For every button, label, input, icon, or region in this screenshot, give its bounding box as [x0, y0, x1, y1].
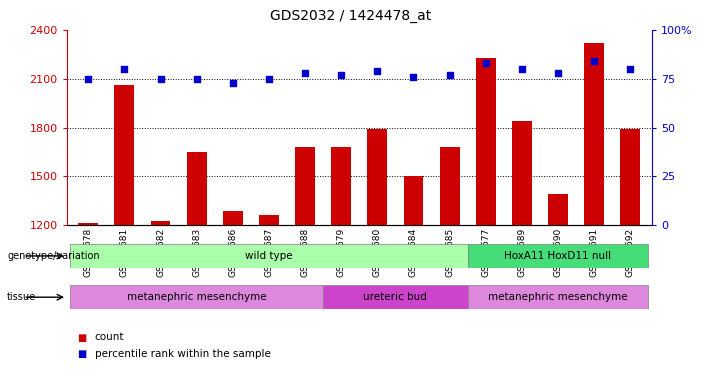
Bar — [114, 85, 135, 225]
Bar — [512, 121, 532, 225]
Bar — [79, 223, 98, 225]
Text: percentile rank within the sample: percentile rank within the sample — [95, 350, 271, 359]
Point — [118, 66, 130, 72]
Bar — [404, 176, 423, 225]
Point — [480, 60, 491, 66]
Bar — [186, 152, 207, 225]
Bar — [323, 285, 468, 309]
Text: genotype/variation: genotype/variation — [7, 251, 100, 261]
Text: HoxA11 HoxD11 null: HoxA11 HoxD11 null — [505, 251, 611, 261]
Bar — [440, 147, 460, 225]
Point — [589, 58, 600, 64]
Bar — [295, 147, 315, 225]
Bar — [223, 211, 243, 225]
Bar — [548, 194, 568, 225]
Text: metanephric mesenchyme: metanephric mesenchyme — [127, 292, 266, 302]
Text: tissue: tissue — [7, 292, 36, 302]
Text: ■: ■ — [77, 350, 86, 359]
Point — [552, 70, 564, 76]
Text: GDS2032 / 1424478_at: GDS2032 / 1424478_at — [270, 9, 431, 23]
Bar — [476, 58, 496, 225]
Bar — [70, 244, 468, 268]
Bar — [332, 147, 351, 225]
Point — [299, 70, 311, 76]
Text: wild type: wild type — [245, 251, 293, 261]
Bar — [468, 244, 648, 268]
Point — [264, 76, 275, 82]
Bar — [620, 129, 640, 225]
Point — [444, 72, 455, 78]
Bar — [70, 285, 323, 309]
Point — [516, 66, 527, 72]
Bar — [151, 221, 170, 225]
Bar — [259, 215, 279, 225]
Bar — [468, 285, 648, 309]
Bar — [367, 129, 387, 225]
Point — [155, 76, 166, 82]
Point — [191, 76, 203, 82]
Text: ■: ■ — [77, 333, 86, 342]
Text: count: count — [95, 333, 124, 342]
Text: ureteric bud: ureteric bud — [363, 292, 428, 302]
Point — [372, 68, 383, 74]
Point — [336, 72, 347, 78]
Point — [408, 74, 419, 80]
Point — [227, 80, 238, 86]
Text: metanephric mesenchyme: metanephric mesenchyme — [488, 292, 628, 302]
Point — [625, 66, 636, 72]
Bar — [584, 43, 604, 225]
Point — [83, 76, 94, 82]
